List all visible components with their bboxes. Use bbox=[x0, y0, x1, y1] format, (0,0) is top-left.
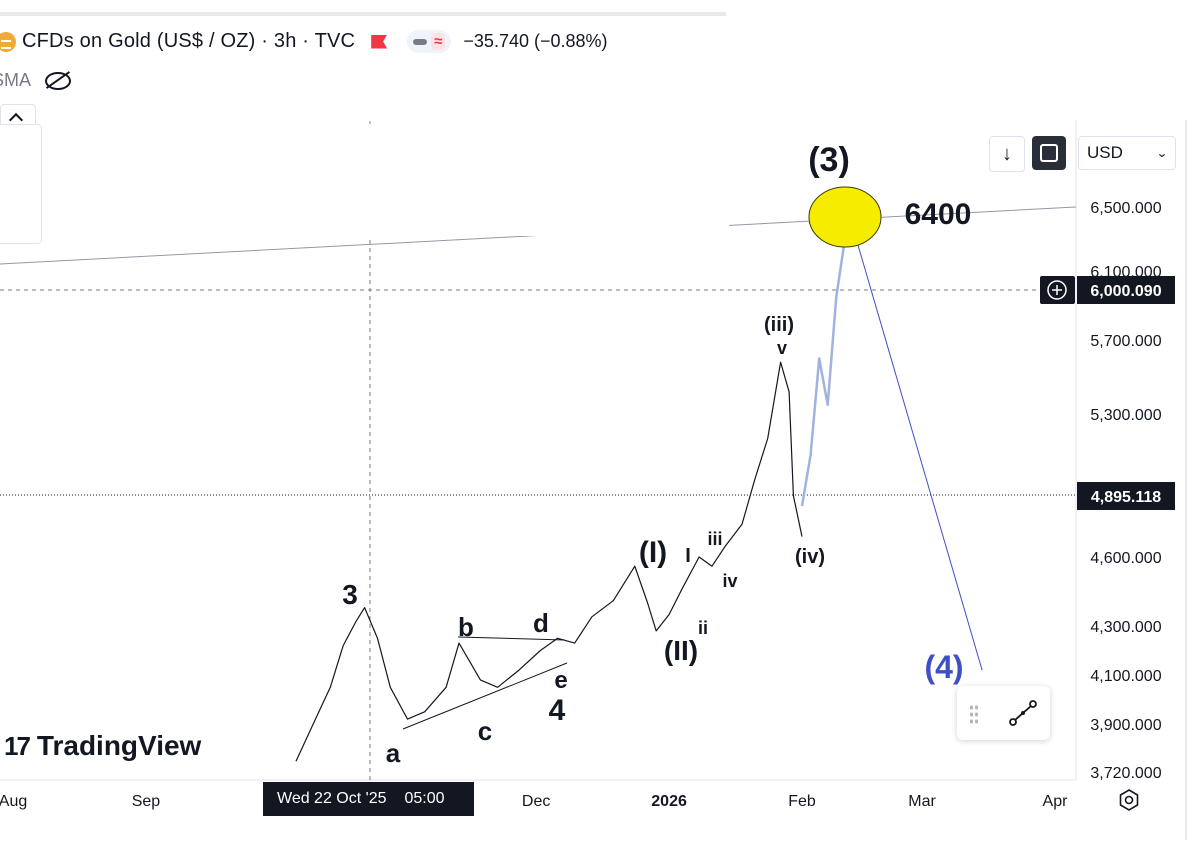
series-group bbox=[295, 206, 983, 762]
time-tick-5: Mar bbox=[908, 793, 936, 810]
triangle-lower-line[interactable] bbox=[402, 662, 568, 730]
wave-label-8[interactable]: (II) bbox=[664, 635, 698, 666]
wave-label-12[interactable]: iv bbox=[722, 571, 737, 591]
symbol-row[interactable]: CFDs on Gold (US$ / OZ) · 3h · TVC ≈ −35… bbox=[0, 30, 608, 53]
wave-label-19[interactable]: 6400 bbox=[905, 198, 972, 231]
legend-header: CFDs on Gold (US$ / OZ) · 3h · TVC ≈ −35… bbox=[0, 12, 726, 132]
currency-select[interactable]: USD ⌄ bbox=[1078, 136, 1176, 170]
price-tick-3: 5,300.000 bbox=[1090, 407, 1161, 424]
eye-hidden-icon[interactable] bbox=[45, 71, 72, 90]
tv-logo-text: TradingView bbox=[36, 730, 202, 761]
price-tick-8: 3,720.000 bbox=[1090, 765, 1161, 782]
settings-gear-icon[interactable] bbox=[1118, 789, 1140, 811]
wave-label-11[interactable]: iii bbox=[707, 529, 722, 549]
indicator-row[interactable]: SMA bbox=[0, 70, 72, 91]
wave4-target-line[interactable] bbox=[848, 214, 983, 671]
crosshair-price-badge bbox=[1077, 276, 1175, 304]
price-tick-2: 5,700.000 bbox=[1090, 333, 1161, 350]
wave-label-18[interactable]: (4) bbox=[924, 649, 963, 685]
pill-approx-icon: ≈ bbox=[431, 33, 446, 50]
time-ticks: Aug Sep Dec 2026 Feb Mar Apr bbox=[0, 793, 1068, 810]
market-closed-icon bbox=[413, 38, 428, 45]
wave-label-10[interactable]: ii bbox=[698, 618, 708, 638]
wave-label-15[interactable]: (iv) bbox=[795, 546, 825, 568]
price-series-line[interactable] bbox=[295, 361, 803, 762]
time-tick-6: Apr bbox=[1043, 793, 1069, 810]
wave-label-3[interactable]: c bbox=[478, 716, 492, 746]
overlay-panel bbox=[0, 124, 729, 244]
time-tick-0: Aug bbox=[0, 793, 27, 810]
last-price-text: 4,895.118 bbox=[1091, 489, 1161, 506]
arrow-down-icon: ↓ bbox=[1002, 142, 1012, 165]
wave-label-1[interactable]: a bbox=[386, 738, 401, 768]
symbol-title[interactable]: CFDs on Gold (US$ / OZ) · 3h · TVC bbox=[22, 30, 356, 52]
gold-symbol-icon bbox=[0, 31, 16, 52]
time-tick-1: Sep bbox=[132, 793, 161, 810]
wave-label-2[interactable]: b bbox=[458, 612, 474, 642]
wave-label-17[interactable]: (3) bbox=[808, 141, 850, 179]
indicator-label[interactable]: SMA bbox=[0, 70, 32, 90]
square-icon bbox=[1040, 144, 1058, 162]
tradingview-logo[interactable]: 17 TradingView bbox=[4, 730, 201, 762]
drag-handle-icon[interactable] bbox=[969, 704, 979, 724]
chevron-down-icon: ⌄ bbox=[1155, 146, 1169, 160]
panel-frame bbox=[0, 124, 42, 244]
wave-label-9[interactable]: I bbox=[685, 545, 691, 567]
crosshair-time: 05:00 bbox=[404, 790, 445, 807]
wave-label-13[interactable]: (iii) bbox=[764, 314, 794, 336]
price-change: −35.740 (−0.88%) bbox=[463, 31, 608, 51]
crosshair-price-text: 6,000.090 bbox=[1090, 283, 1161, 300]
crosshair-time-badge: Wed 22 Oct '25 05:00 bbox=[263, 782, 474, 816]
target-ellipse[interactable] bbox=[808, 186, 882, 248]
time-tick-2: Dec bbox=[522, 793, 550, 810]
fullscreen-button[interactable] bbox=[1032, 136, 1066, 170]
price-ticks: 6,500.0006,100.0005,700.0005,300.0004,60… bbox=[1090, 200, 1161, 782]
wave-label-6[interactable]: 4 bbox=[549, 694, 566, 727]
drawing-toolbar[interactable] bbox=[957, 686, 1050, 740]
projection-series-line[interactable] bbox=[800, 206, 851, 507]
trendline-tool-icon[interactable] bbox=[1007, 698, 1039, 728]
price-tick-0: 6,500.000 bbox=[1090, 200, 1161, 217]
status-pill[interactable]: ≈ bbox=[407, 30, 452, 53]
download-button[interactable]: ↓ bbox=[989, 136, 1025, 172]
price-tick-5: 4,300.000 bbox=[1090, 619, 1161, 636]
flag-icon[interactable] bbox=[371, 34, 388, 49]
currency-label: USD bbox=[1087, 143, 1123, 162]
crosshair-date: Wed 22 Oct '25 bbox=[277, 790, 387, 807]
wave-label-14[interactable]: v bbox=[777, 338, 787, 358]
price-tick-4: 4,600.000 bbox=[1090, 550, 1161, 567]
wave-label-7[interactable]: (I) bbox=[639, 536, 667, 569]
wave-label-0[interactable]: 3 bbox=[342, 579, 358, 610]
price-tick-6: 4,100.000 bbox=[1090, 668, 1161, 685]
price-tick-7: 3,900.000 bbox=[1090, 717, 1161, 734]
tv-logo-mark: 17 bbox=[4, 730, 31, 761]
time-tick-3: 2026 bbox=[651, 793, 687, 810]
triangle-upper-line[interactable] bbox=[457, 636, 566, 641]
plus-circle-icon bbox=[1047, 280, 1067, 300]
wave-label-5[interactable]: e bbox=[554, 667, 567, 694]
last-price-badge bbox=[1077, 482, 1175, 510]
wave-labels: 3abcde4(I)(II)Iiiiiiiv(iii)v(iv)5(3)(4)6… bbox=[342, 141, 971, 768]
wave-label-4[interactable]: d bbox=[533, 608, 549, 638]
time-tick-4: Feb bbox=[788, 793, 816, 810]
